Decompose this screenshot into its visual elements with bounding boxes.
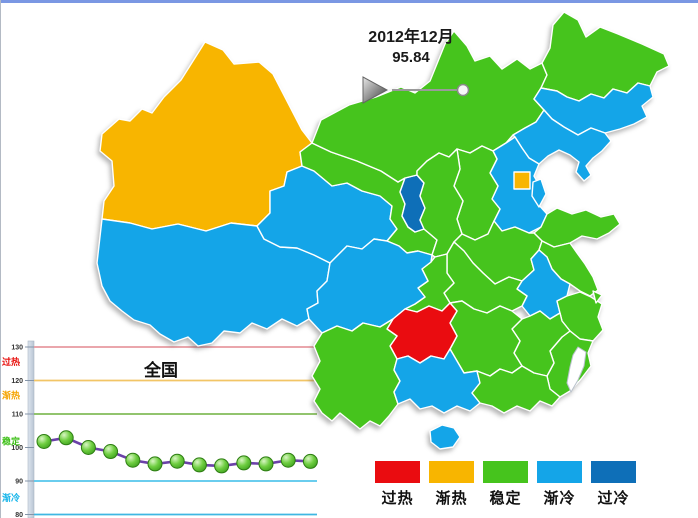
zone-label-渐冷: 渐冷 — [2, 492, 20, 503]
zone-label-渐热: 渐热 — [2, 390, 20, 401]
legend-label: 过冷 — [597, 490, 630, 507]
legend-swatch — [537, 461, 582, 483]
y-tick-label: 110 — [12, 412, 23, 419]
y-tick-label: 120 — [11, 378, 23, 385]
chart-title: 全国 — [143, 360, 178, 380]
current-month-label: 2012年12月 — [368, 29, 454, 46]
data-point-5[interactable] — [147, 456, 163, 472]
data-point-11[interactable] — [280, 452, 296, 468]
province-云南[interactable] — [311, 318, 401, 430]
data-point-2[interactable] — [80, 440, 96, 455]
y-tick-label: 90 — [15, 479, 23, 486]
province-四川[interactable] — [306, 238, 433, 334]
time-slider — [351, 72, 476, 108]
legend-item-渐热: 渐热 — [429, 461, 474, 508]
data-point-6[interactable] — [169, 453, 185, 469]
y-axis-wall — [27, 340, 35, 518]
province-西藏[interactable] — [96, 218, 331, 347]
province-山东[interactable] — [533, 207, 621, 248]
province-海南[interactable] — [429, 424, 461, 450]
data-point-9[interactable] — [236, 455, 252, 471]
legend-label: 稳定 — [489, 490, 522, 507]
data-point-4[interactable] — [125, 452, 141, 468]
data-point-3[interactable] — [103, 444, 119, 460]
province-台湾 — [566, 346, 587, 393]
data-point-10[interactable] — [258, 456, 274, 472]
data-point-8[interactable] — [214, 458, 230, 474]
y-tick-label: 80 — [15, 512, 23, 518]
legend-swatch — [483, 461, 528, 483]
legend-item-渐冷: 渐冷 — [537, 461, 582, 508]
province-北京[interactable] — [513, 171, 531, 190]
y-tick-label: 100 — [11, 445, 23, 452]
series-line — [43, 436, 311, 468]
legend-swatch — [429, 461, 474, 483]
legend-swatch — [591, 461, 636, 483]
province-天津[interactable] — [531, 178, 547, 208]
zone-label-过热: 过热 — [2, 356, 20, 367]
data-point-0[interactable] — [36, 433, 52, 449]
y-tick-label: 130 — [11, 345, 23, 352]
data-point-12[interactable] — [302, 453, 318, 469]
legend-label: 过热 — [381, 490, 414, 507]
province-上海[interactable] — [592, 290, 603, 304]
province-shapes — [96, 11, 670, 450]
legend-swatch — [375, 461, 420, 483]
map-legend: 过热 渐热 稳定 渐冷 过冷 — [375, 461, 636, 508]
play-button[interactable] — [362, 76, 389, 104]
legend-item-过冷: 过冷 — [591, 461, 636, 508]
legend-label: 渐冷 — [543, 490, 576, 507]
province-广东[interactable] — [471, 365, 561, 414]
legend-label: 渐热 — [435, 490, 468, 507]
data-point-7[interactable] — [191, 457, 207, 473]
window-top-border — [1, 0, 698, 3]
legend-item-过热: 过热 — [375, 461, 420, 508]
data-point-1[interactable] — [58, 430, 74, 446]
slider-handle[interactable] — [456, 83, 470, 97]
legend-item-稳定: 稳定 — [483, 461, 528, 508]
zone-label-稳定: 稳定 — [2, 435, 21, 446]
province-湖南[interactable] — [449, 300, 523, 377]
